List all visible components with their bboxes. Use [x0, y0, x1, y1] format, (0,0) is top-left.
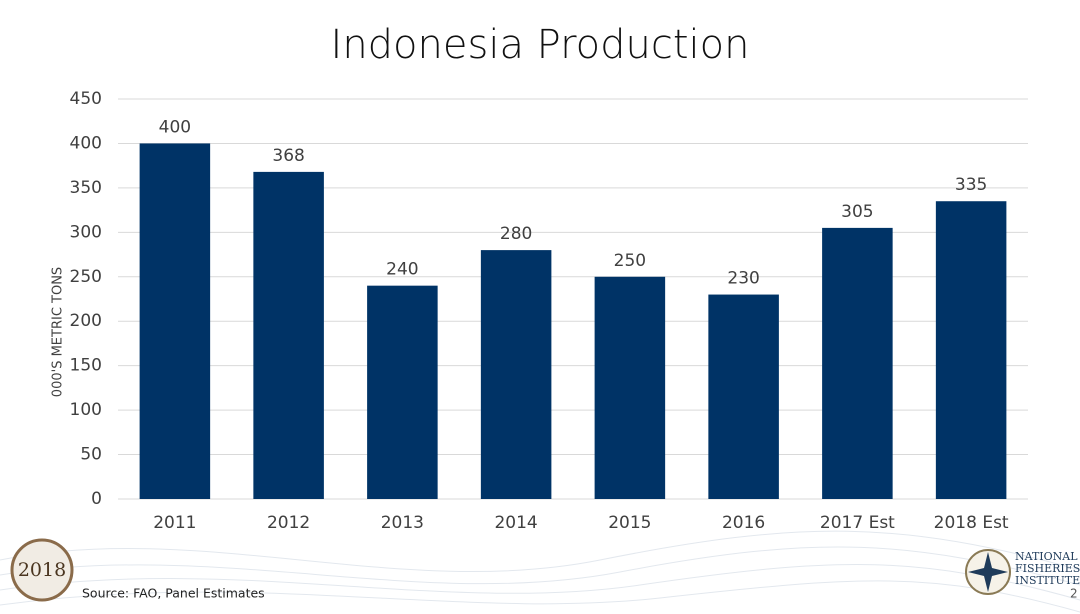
- data-label: 240: [386, 260, 418, 280]
- bar: [139, 143, 211, 499]
- bar: [935, 201, 1007, 499]
- logo-year: 2018: [18, 559, 66, 581]
- data-label: 305: [841, 202, 873, 222]
- x-tick-label: 2013: [381, 513, 424, 533]
- data-label: 230: [727, 269, 759, 289]
- y-tick-label: 200: [70, 311, 102, 331]
- right-logo: NATIONAL FISHERIES INSTITUTE: [965, 549, 1080, 595]
- bar: [480, 250, 552, 499]
- y-tick-label: 50: [80, 445, 102, 465]
- left-logo: 2018: [10, 538, 74, 602]
- data-label: 368: [272, 146, 304, 166]
- y-axis-label: 000'S METRIC TONS: [51, 267, 66, 397]
- logo-compass: [968, 552, 1008, 592]
- y-tick-label: 300: [70, 222, 102, 242]
- y-tick-label: 350: [70, 178, 102, 198]
- source-note: Source: FAO, Panel Estimates: [82, 586, 265, 601]
- chart-title: Indonesia Production: [331, 22, 750, 68]
- data-label: 335: [955, 175, 987, 195]
- bar: [822, 227, 893, 499]
- x-tick-label: 2016: [722, 513, 765, 533]
- y-tick-label: 400: [70, 133, 102, 153]
- data-label: 280: [500, 224, 532, 244]
- bar: [367, 285, 438, 499]
- y-tick-label: 450: [70, 89, 102, 109]
- bar: [253, 171, 324, 499]
- data-label: 400: [159, 117, 191, 137]
- logo-text: INSTITUTE: [1015, 574, 1080, 587]
- x-tick-label: 2012: [267, 513, 310, 533]
- x-tick-label: 2018 Est: [934, 513, 1009, 533]
- page-number: 2: [1070, 587, 1078, 601]
- logo-text: NATIONAL: [1015, 550, 1078, 563]
- x-tick-label: 2011: [153, 513, 196, 533]
- y-tick-label: 100: [70, 400, 102, 420]
- wave-decoration: [0, 530, 1080, 613]
- y-tick-label: 0: [91, 489, 102, 509]
- y-tick-label: 150: [70, 356, 102, 376]
- logo-ring: [10, 538, 74, 602]
- bar: [594, 276, 666, 499]
- bar: [708, 294, 779, 499]
- data-label: 250: [614, 251, 646, 271]
- x-tick-label: 2015: [608, 513, 651, 533]
- y-tick-label: 250: [70, 267, 102, 287]
- logo-text: FISHERIES: [1015, 562, 1080, 575]
- x-tick-label: 2017 Est: [820, 513, 895, 533]
- x-tick-label: 2014: [494, 513, 537, 533]
